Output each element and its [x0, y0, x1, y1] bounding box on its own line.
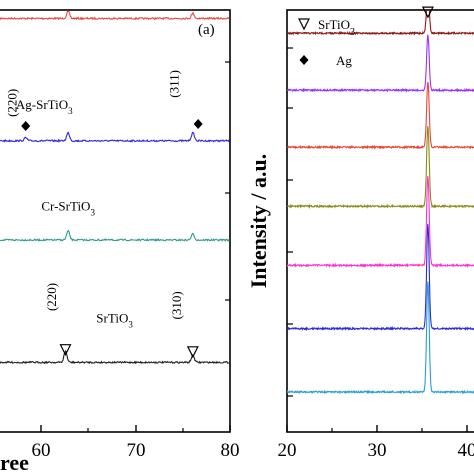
hkl-annotation: (220): [44, 283, 59, 311]
srtio3-triangle-marker: [186, 346, 199, 359]
hkl-annotation: (310): [169, 291, 184, 319]
series-line: [0, 10, 230, 21]
series-line: [287, 126, 474, 210]
plot-frame: [0, 9, 231, 433]
ag-diamond-marker: [21, 121, 31, 132]
y-axis-label: Intensity / a.u.: [246, 154, 271, 288]
x-tick-label: 30: [368, 440, 387, 461]
legend-label: Ag: [336, 53, 352, 68]
hkl-annotation: (311): [166, 70, 181, 98]
series-line: [287, 175, 474, 269]
series-label: Cr-SrTiO3: [41, 198, 95, 217]
series-line: [0, 131, 230, 143]
plot-frame: [286, 9, 474, 433]
series-line: [287, 281, 474, 395]
panel-b-xrd-chart: 20 30 40 SrTiO3 Ag Intensity / a.u.: [246, 6, 474, 461]
series-line: [287, 10, 474, 36]
series-label: Ag-SrTiO3: [16, 97, 73, 116]
hkl-annotation: (220): [4, 89, 19, 117]
x-axis-label: ree: [0, 450, 29, 474]
x-tick-label: 80: [221, 440, 240, 461]
series-group: [0, 10, 230, 365]
series-line: [287, 34, 474, 93]
srtio3-triangle-marker: [421, 6, 434, 19]
x-tick-label: 40: [458, 440, 474, 461]
series-group: [287, 10, 474, 395]
legend-triangle-icon: [298, 18, 310, 31]
panel-a-xrd-chart: 607080(211)(220)(310)(220)(311)Ag,Cr-SrT…: [0, 9, 240, 474]
x-tick-label: 70: [127, 440, 146, 461]
legend-diamond-icon: [299, 55, 309, 65]
series-line: [0, 229, 230, 242]
series-line: [287, 223, 474, 332]
series-label: SrTiO3: [96, 310, 133, 329]
series-line: [287, 81, 474, 150]
srtio3-triangle-marker: [59, 344, 72, 357]
ag-diamond-marker: [193, 118, 203, 129]
series-line: [0, 349, 230, 365]
x-tick-label: 20: [278, 440, 297, 461]
legend-label: SrTiO3: [318, 17, 355, 38]
x-tick-label: 60: [32, 440, 51, 461]
panel-label: (a): [198, 22, 215, 38]
